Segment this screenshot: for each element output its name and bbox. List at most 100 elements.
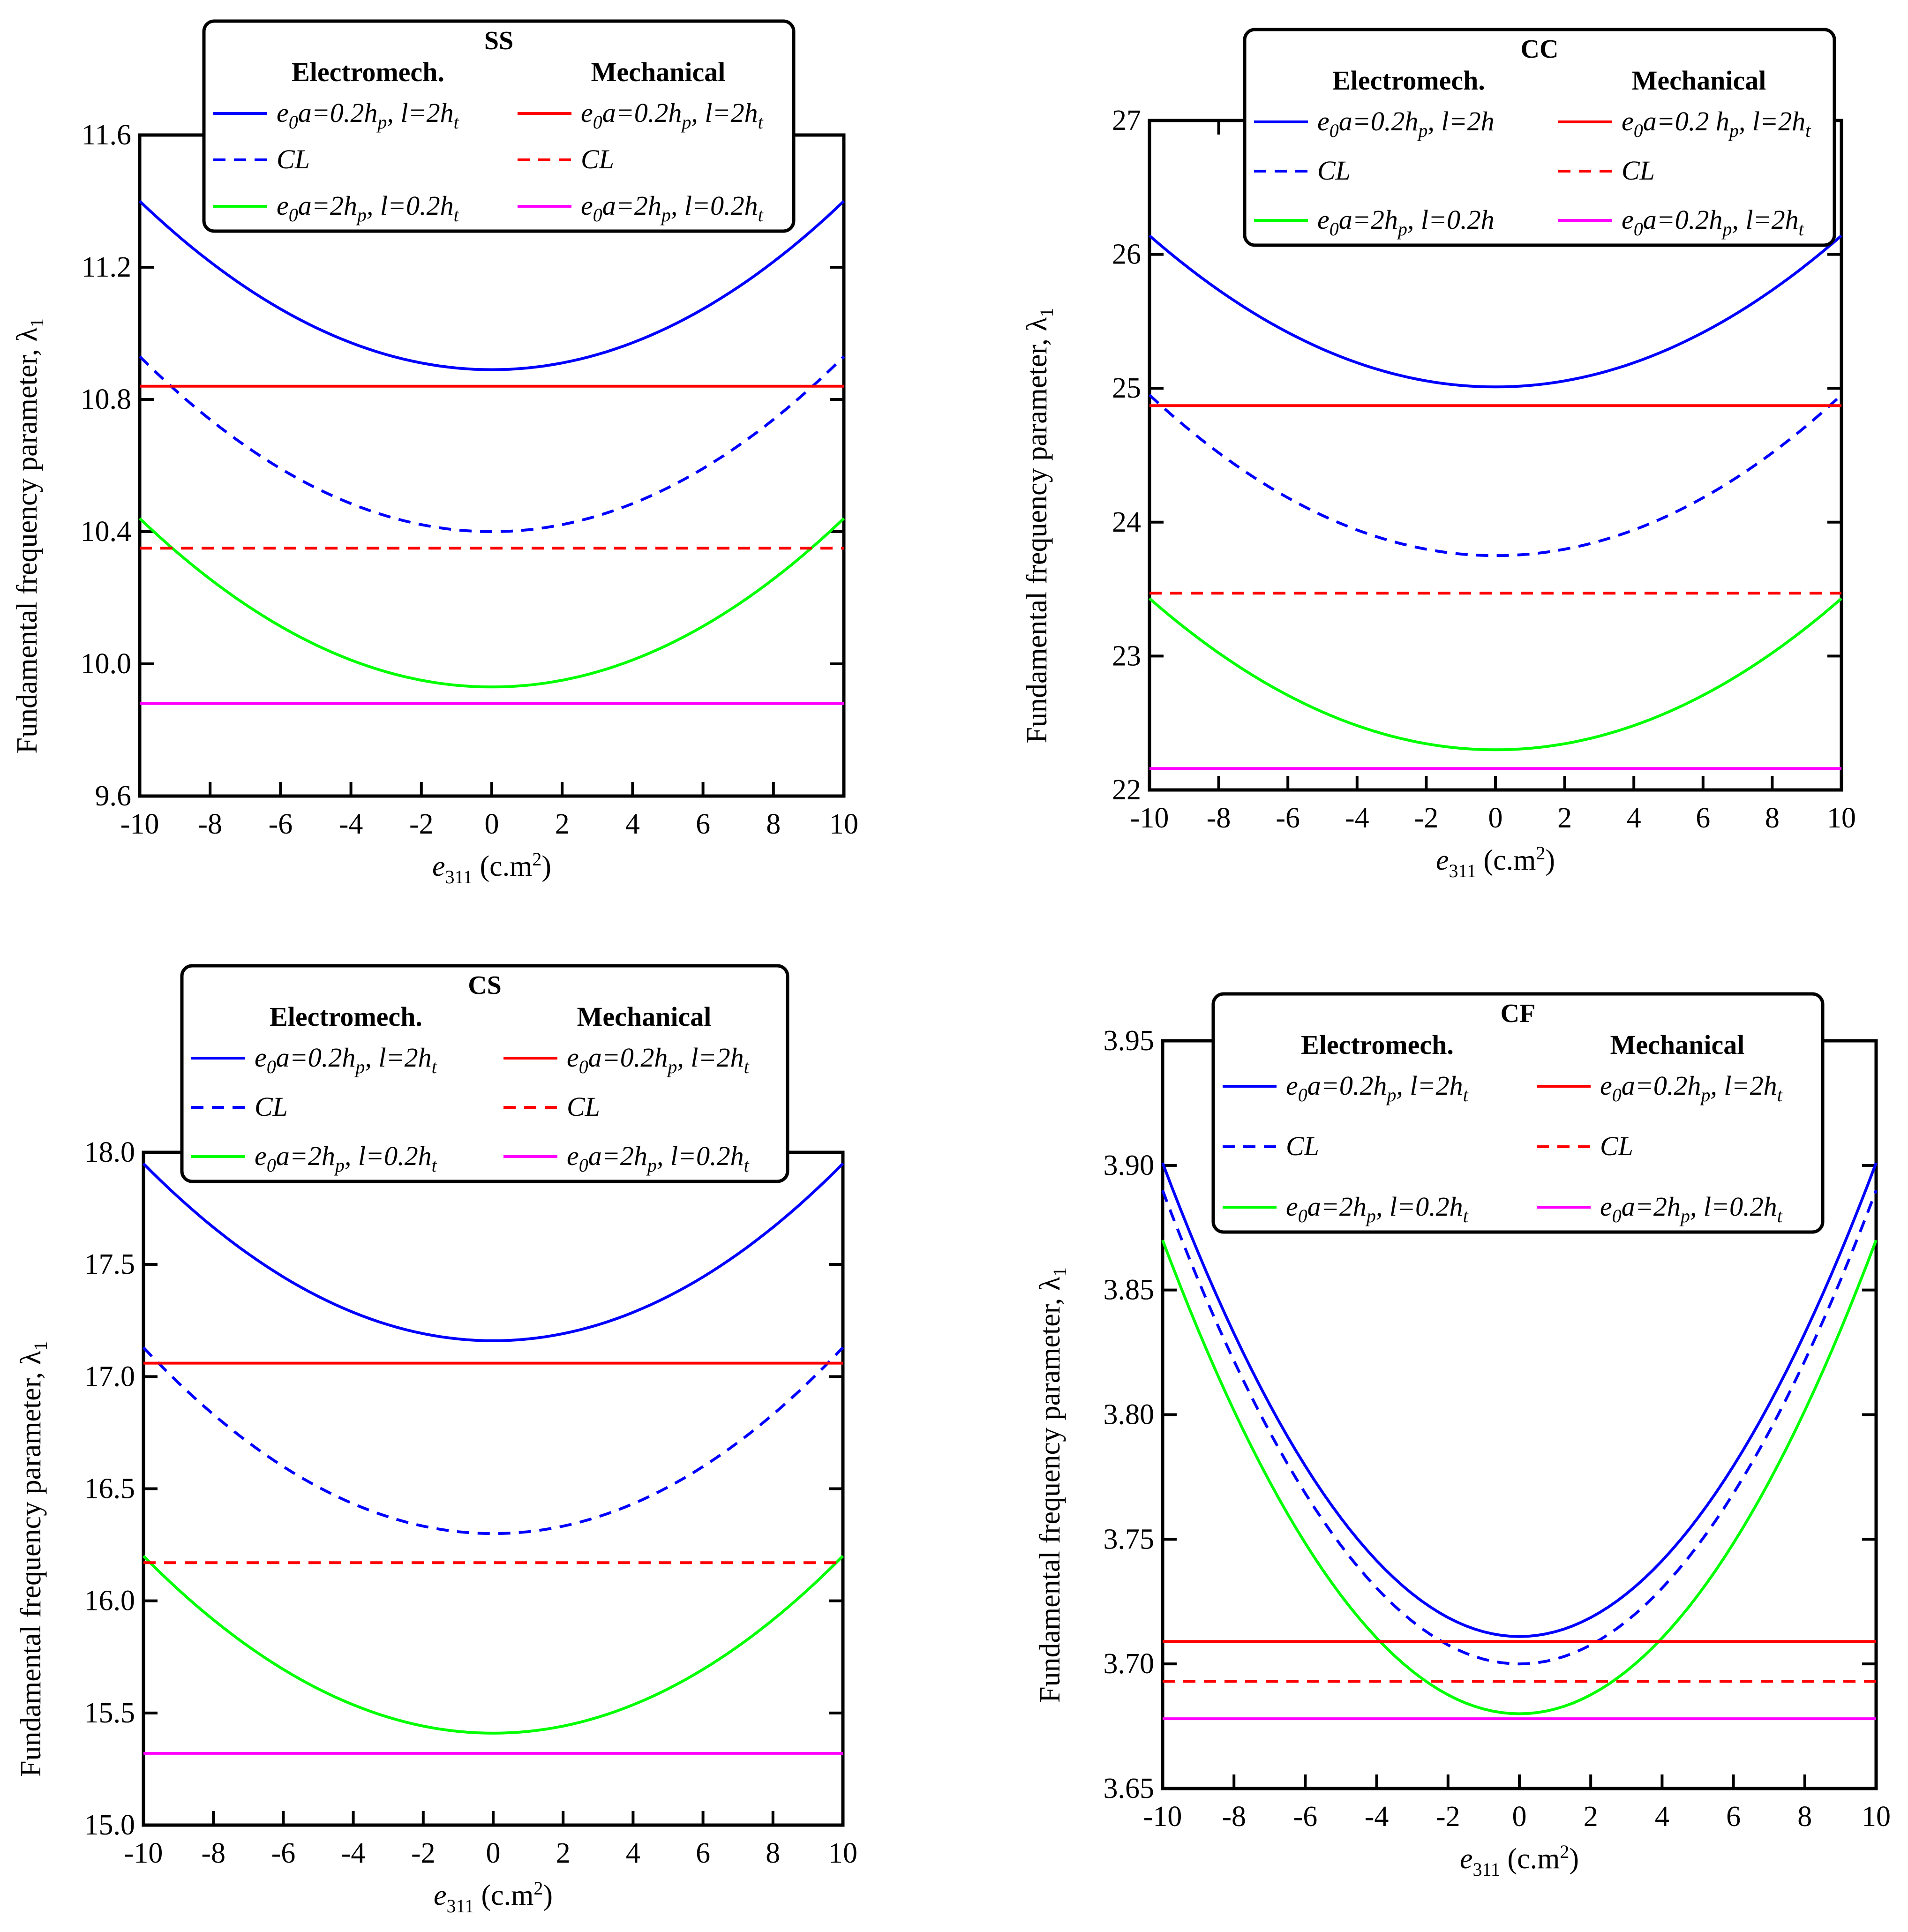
y-tick-label: 11.2	[82, 251, 131, 283]
y-tick-label: 17.5	[84, 1248, 135, 1280]
legend-box	[180, 964, 789, 1183]
y-tick-label: 3.75	[1104, 1523, 1155, 1555]
x-tick-label: -8	[198, 808, 222, 840]
y-tick-label: 3.65	[1104, 1773, 1155, 1804]
legend-header-electromech: Electromech.	[292, 57, 444, 87]
y-tick-label: 26	[1112, 239, 1141, 271]
legend-entry-3: e0a=0.2hp, l=2ht	[1600, 1070, 1783, 1105]
legend-entry-1: CL	[277, 144, 310, 174]
x-tick-label: 2	[555, 808, 570, 840]
y-tick-label: 10.8	[81, 383, 132, 415]
x-tick-label: -6	[271, 1837, 296, 1869]
series-line-1	[138, 355, 845, 534]
x-tick-label: 4	[625, 808, 640, 840]
x-tick-label: 2	[1584, 1801, 1598, 1833]
legend-entry-0: e0a=0.2hp, l=2ht	[255, 1042, 437, 1077]
x-tick-label: 4	[1655, 1801, 1669, 1833]
legend-entry-4: CL	[1622, 155, 1655, 186]
x-tick-label: 8	[1797, 1801, 1812, 1833]
legend-title: CF	[1501, 999, 1536, 1028]
x-tick-label: 4	[626, 1837, 640, 1869]
legend-header-mechanical: Mechanical	[1632, 65, 1766, 96]
x-tick-label: 2	[1557, 802, 1572, 834]
x-tick-label: 10	[829, 808, 858, 840]
x-tick-label: -8	[1222, 1801, 1246, 1833]
series-line-2	[1161, 1240, 1878, 1715]
x-tick-label: 8	[1765, 802, 1780, 834]
x-tick-label: 6	[696, 1837, 710, 1869]
x-tick-label: -6	[1293, 1801, 1318, 1833]
legend-title: SS	[484, 26, 513, 55]
chart-panel-cf: -10 -8 -6 -4 -2 0 2 4 6 8 10 3.65 3.70 3.75 3.80 3.85 3.…	[1034, 992, 1891, 1880]
y-tick-label: 3.80	[1104, 1399, 1155, 1431]
x-tick-label: -10	[120, 808, 159, 840]
x-tick-label: 10	[1827, 802, 1856, 834]
legend-entry-2: e0a=2hp, l=0.2ht	[255, 1141, 437, 1176]
y-tick-label: 23	[1112, 640, 1141, 672]
x-tick-label: -8	[201, 1837, 225, 1869]
y-tick-label: 24	[1112, 506, 1141, 538]
y-tick-label: 16.0	[84, 1585, 135, 1617]
legend-entry-3: e0a=0.2hp, l=2ht	[567, 1042, 750, 1077]
x-tick-label: -4	[339, 808, 363, 840]
x-axis-label: e311 (c.m2)	[1436, 842, 1555, 881]
legend: CS Electromech. Mechanical e0a=0.2hp, l=2ht…	[180, 964, 789, 1183]
legend-title: CS	[468, 971, 502, 1000]
series-line-0	[138, 200, 845, 371]
y-tick-label: 25	[1112, 372, 1141, 404]
legend-header-mechanical: Mechanical	[1610, 1030, 1745, 1060]
series-line-2	[1149, 597, 1842, 752]
y-tick-label: 22	[1112, 774, 1141, 806]
y-tick-label: 11.6	[82, 119, 131, 151]
y-axis-label: Fundamental frequency parameter, λ1	[1034, 1267, 1070, 1703]
x-tick-label: 6	[1696, 802, 1710, 834]
x-axis-label: e311 (c.m2)	[434, 1878, 553, 1917]
x-tick-label: 8	[766, 1837, 780, 1869]
y-tick-label: 3.95	[1104, 1025, 1155, 1057]
y-tick-label: 10.4	[81, 516, 132, 548]
legend-entry-1: CL	[1317, 155, 1351, 186]
legend-entry-5: e0a=2hp, l=0.2ht	[581, 190, 764, 226]
x-tick-label: -2	[411, 1837, 436, 1869]
x-tick-label: 6	[696, 808, 710, 840]
y-tick-label: 17.0	[84, 1361, 135, 1392]
chart-panel-cs: -10 -8 -6 -4 -2 0 2 4 6 8 10 15.0 15.5 16.0 16.5 17.0 17…	[15, 964, 857, 1917]
series-line-0	[1161, 1162, 1878, 1638]
x-tick-label: 0	[485, 808, 499, 840]
y-tick-label: 15.0	[84, 1809, 135, 1841]
x-tick-label: -6	[269, 808, 293, 840]
series-line-0	[142, 1162, 844, 1342]
legend-entry-5: e0a=2hp, l=0.2ht	[567, 1141, 750, 1176]
x-axis-label: e311 (c.m2)	[1460, 1841, 1579, 1880]
legend-header-mechanical: Mechanical	[577, 1001, 712, 1032]
x-tick-label: -8	[1207, 802, 1231, 834]
legend-entry-5: e0a=2hp, l=0.2ht	[1600, 1191, 1783, 1226]
x-axis-label: e311 (c.m2)	[432, 849, 551, 887]
x-tick-label: 0	[486, 1837, 501, 1869]
legend-box	[1243, 28, 1836, 247]
x-tick-label: 4	[1627, 802, 1641, 834]
y-tick-label: 9.6	[95, 780, 132, 812]
legend-entry-2: e0a=2hp, l=0.2h	[1317, 204, 1495, 240]
y-axis-label: Fundamental frequency parameter, λ1	[11, 318, 47, 754]
series-line-1	[142, 1346, 844, 1535]
x-tick-label: -10	[1130, 802, 1169, 834]
legend-header-electromech: Electromech.	[1301, 1030, 1454, 1060]
x-tick-label: -2	[1414, 802, 1439, 834]
x-tick-label: -2	[409, 808, 434, 840]
chart-panel-ss: -10 -8 -6 -4 -2 0 2 4 6 8 10 9.6 10.0 10.4 10.8 11.2 11.…	[11, 19, 858, 887]
plot-frame	[138, 133, 846, 798]
y-tick-label: 16.5	[84, 1473, 135, 1505]
legend-header-electromech: Electromech.	[270, 1001, 422, 1032]
series-line-2	[138, 517, 845, 689]
x-tick-label: -2	[1436, 1801, 1460, 1833]
x-tick-label: 10	[1862, 1801, 1891, 1833]
legend-entry-5: e0a=0.2hp, l=2ht	[1622, 204, 1804, 240]
series-line-0	[1149, 234, 1842, 389]
x-tick-label: 8	[766, 808, 781, 840]
x-tick-label: -4	[341, 1837, 366, 1869]
series-line-1	[1161, 1189, 1878, 1666]
legend-entry-3: e0a=0.2hp, l=2ht	[581, 98, 764, 133]
x-tick-label: 10	[828, 1837, 857, 1869]
